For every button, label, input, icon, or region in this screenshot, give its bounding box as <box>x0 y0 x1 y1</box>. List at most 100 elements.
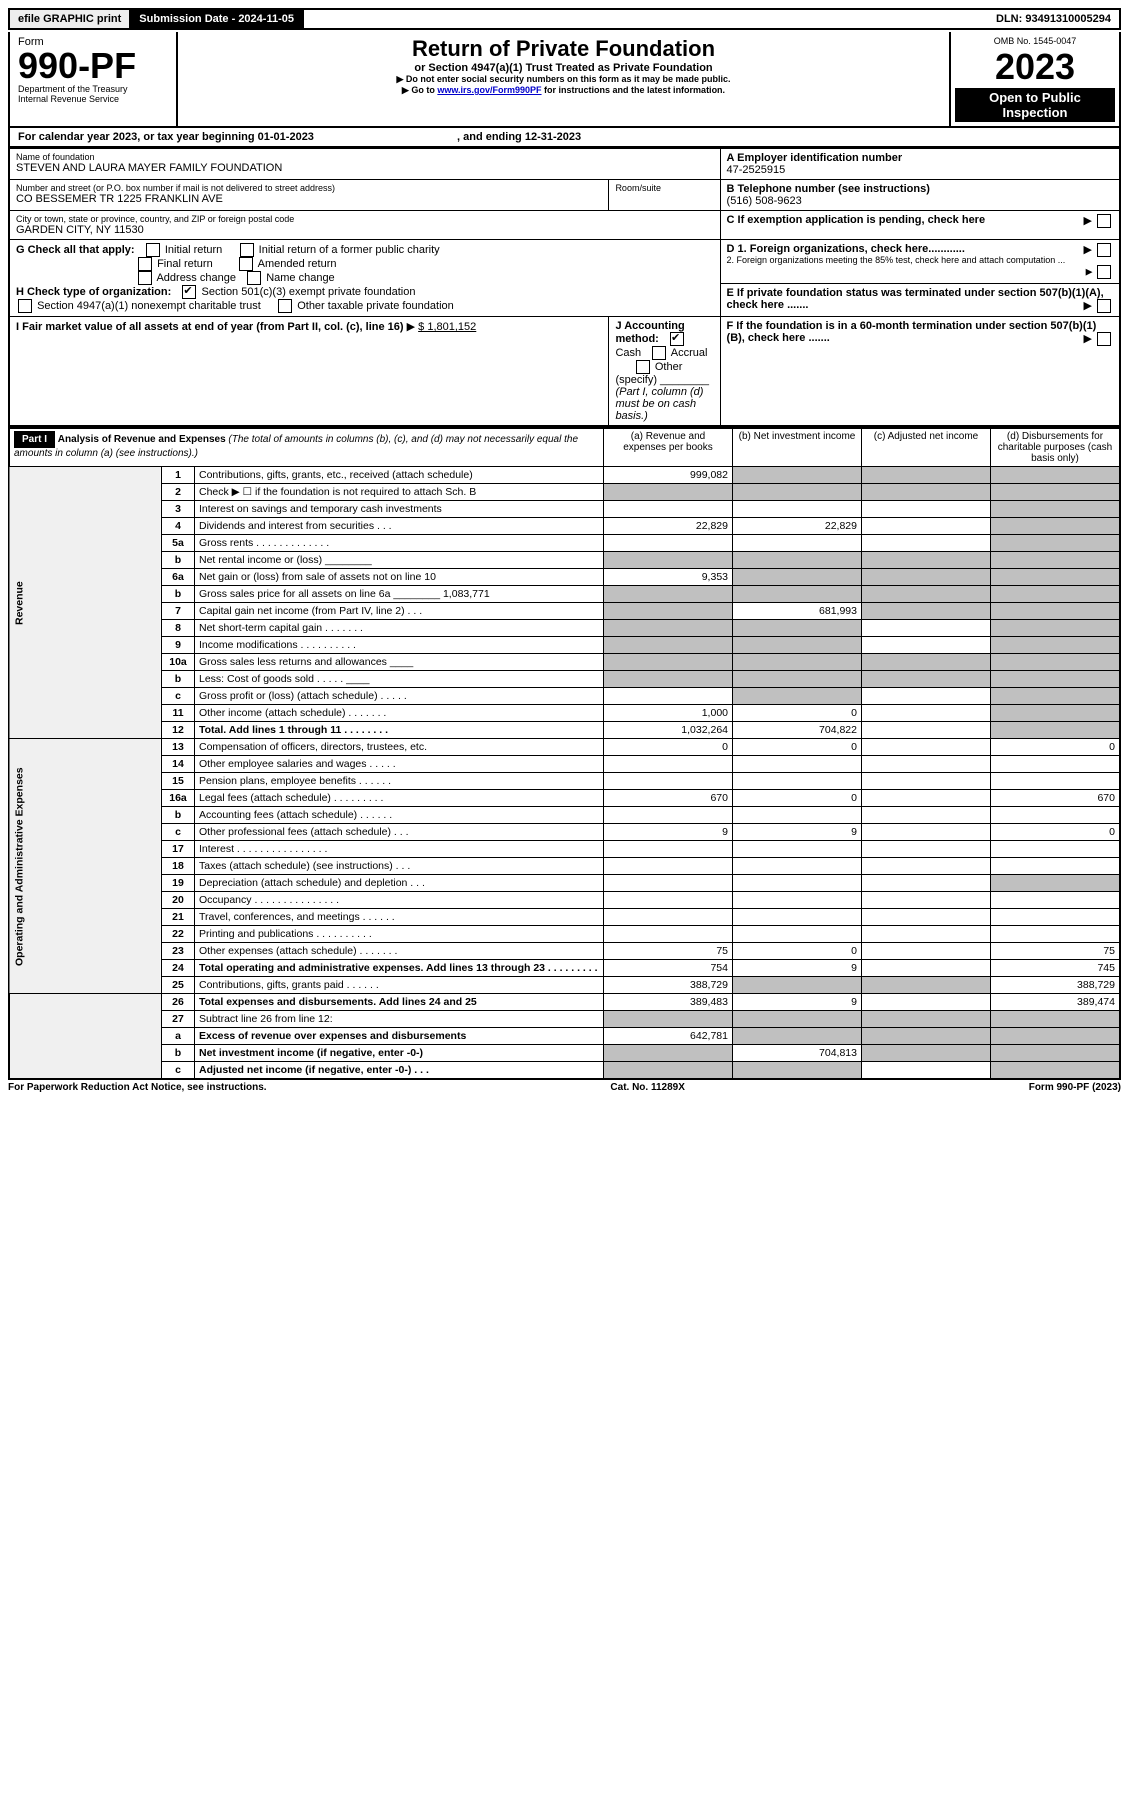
footer: For Paperwork Reduction Act Notice, see … <box>8 1080 1121 1093</box>
efile-label[interactable]: efile GRAPHIC print <box>10 10 131 28</box>
j-accrual-checkbox[interactable] <box>652 346 666 360</box>
r10b-num: b <box>162 671 195 688</box>
g-amended-checkbox[interactable] <box>239 257 253 271</box>
omb: OMB No. 1545-0047 <box>955 36 1115 46</box>
g-final: Final return <box>157 258 213 270</box>
h-4947: Section 4947(a)(1) nonexempt charitable … <box>37 300 261 312</box>
note2: ▶ Go to www.irs.gov/Form990PF for instru… <box>186 85 941 96</box>
d1-checkbox[interactable] <box>1097 243 1111 257</box>
h-label: H Check type of organization: <box>16 286 171 298</box>
g-name: Name change <box>266 272 335 284</box>
g-name-checkbox[interactable] <box>247 271 261 285</box>
r16c-d: 0 <box>991 824 1121 841</box>
g-initial-former: Initial return of a former public charit… <box>259 244 440 256</box>
r11-b: 0 <box>733 705 862 722</box>
cal-begin: 01-01-2023 <box>258 131 314 143</box>
g-address-checkbox[interactable] <box>138 271 152 285</box>
r27b-num: b <box>162 1045 195 1062</box>
r5b-num: b <box>162 552 195 569</box>
r27b-b: 704,813 <box>733 1045 862 1062</box>
r4-num: 4 <box>162 518 195 535</box>
r6a-num: 6a <box>162 569 195 586</box>
h-501c3-checkbox[interactable] <box>182 285 196 299</box>
irs-label: Internal Revenue Service <box>18 94 168 104</box>
r13-desc: Compensation of officers, directors, tru… <box>195 739 604 756</box>
r23-a: 75 <box>604 943 733 960</box>
r12-b: 704,822 <box>733 722 862 739</box>
r26-d: 389,474 <box>991 994 1121 1011</box>
r27-num: 27 <box>162 1011 195 1028</box>
room-label: Room/suite <box>615 183 713 193</box>
e-checkbox[interactable] <box>1097 299 1111 313</box>
g-initial-former-checkbox[interactable] <box>240 243 254 257</box>
revenue-label: Revenue <box>9 467 162 739</box>
form-number: 990-PF <box>18 48 168 84</box>
r24-b: 9 <box>733 960 862 977</box>
r7-desc: Capital gain net income (from Part IV, l… <box>195 603 604 620</box>
r18-num: 18 <box>162 858 195 875</box>
r20-desc: Occupancy . . . . . . . . . . . . . . . <box>195 892 604 909</box>
r11-num: 11 <box>162 705 195 722</box>
r25-a: 388,729 <box>604 977 733 994</box>
r13-a: 0 <box>604 739 733 756</box>
part1-table: Part I Analysis of Revenue and Expenses … <box>8 427 1121 1080</box>
r19-desc: Depreciation (attach schedule) and deple… <box>195 875 604 892</box>
col-c-header: (c) Adjusted net income <box>862 428 991 467</box>
footer-left: For Paperwork Reduction Act Notice, see … <box>8 1082 267 1093</box>
part1-label: Part I <box>14 431 55 448</box>
c-checkbox[interactable] <box>1097 214 1111 228</box>
r23-d: 75 <box>991 943 1121 960</box>
g-label: G Check all that apply: <box>16 244 135 256</box>
r3-desc: Interest on savings and temporary cash i… <box>195 501 604 518</box>
r14-desc: Other employee salaries and wages . . . … <box>195 756 604 773</box>
r16c-desc: Other professional fees (attach schedule… <box>195 824 604 841</box>
r16a-desc: Legal fees (attach schedule) . . . . . .… <box>195 790 604 807</box>
footer-center: Cat. No. 11289X <box>610 1082 684 1093</box>
r21-desc: Travel, conferences, and meetings . . . … <box>195 909 604 926</box>
j-other-checkbox[interactable] <box>636 360 650 374</box>
footer-right: Form 990-PF (2023) <box>1029 1082 1121 1093</box>
tax-year: 2023 <box>955 46 1115 88</box>
r9-num: 9 <box>162 637 195 654</box>
r13-num: 13 <box>162 739 195 756</box>
g-initial-checkbox[interactable] <box>146 243 160 257</box>
f-label: F If the foundation is in a 60-month ter… <box>727 320 1097 344</box>
r5a-num: 5a <box>162 535 195 552</box>
open-inspection: Open to Public Inspection <box>955 88 1115 122</box>
note1: ▶ Do not enter social security numbers o… <box>186 74 941 85</box>
r27a-num: a <box>162 1028 195 1045</box>
note2-pre: ▶ Go to <box>402 85 437 95</box>
r21-num: 21 <box>162 909 195 926</box>
r24-desc: Total operating and administrative expen… <box>195 960 604 977</box>
addr-label: Number and street (or P.O. box number if… <box>16 183 602 193</box>
submission-date: Submission Date - 2024-11-05 <box>131 10 304 28</box>
r23-b: 0 <box>733 943 862 960</box>
g-final-checkbox[interactable] <box>138 257 152 271</box>
d2-checkbox[interactable] <box>1097 265 1111 279</box>
r19-num: 19 <box>162 875 195 892</box>
r10c-num: c <box>162 688 195 705</box>
r27c-num: c <box>162 1062 195 1080</box>
r27c-desc: Adjusted net income (if negative, enter … <box>195 1062 604 1080</box>
d2-label: 2. Foreign organizations meeting the 85%… <box>727 255 1066 265</box>
r24-num: 24 <box>162 960 195 977</box>
r15-num: 15 <box>162 773 195 790</box>
r26-b: 9 <box>733 994 862 1011</box>
r26-desc: Total expenses and disbursements. Add li… <box>195 994 604 1011</box>
city-label: City or town, state or province, country… <box>16 214 714 224</box>
r2-desc: Check ▶ ☐ if the foundation is not requi… <box>195 484 604 501</box>
cal-prefix: For calendar year 2023, or tax year begi… <box>18 131 258 143</box>
r6a-a: 9,353 <box>604 569 733 586</box>
f-checkbox[interactable] <box>1097 332 1111 346</box>
j-cash-checkbox[interactable] <box>670 332 684 346</box>
ein-label: A Employer identification number <box>727 152 1113 164</box>
r13-b: 0 <box>733 739 862 756</box>
r10a-num: 10a <box>162 654 195 671</box>
g-initial: Initial return <box>165 244 222 256</box>
h-4947-checkbox[interactable] <box>18 299 32 313</box>
r12-desc: Total. Add lines 1 through 11 . . . . . … <box>195 722 604 739</box>
r6b-num: b <box>162 586 195 603</box>
g-amended: Amended return <box>258 258 337 270</box>
h-other-checkbox[interactable] <box>278 299 292 313</box>
irs-link[interactable]: www.irs.gov/Form990PF <box>437 85 541 95</box>
